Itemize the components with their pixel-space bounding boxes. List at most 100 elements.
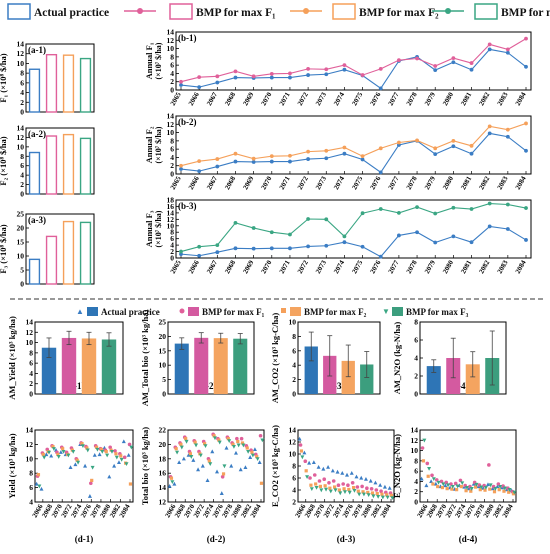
scatter-point-d-2-0-18 <box>252 447 257 452</box>
scatter-point-d-3-0-10 <box>345 472 350 477</box>
bar-c-2-2 <box>213 338 228 394</box>
y-tick-label: 10 <box>159 361 167 370</box>
y-tick-label: 6 <box>170 61 174 70</box>
scatter-point-d-4-1-1 <box>425 461 430 466</box>
panel-label: (b-2) <box>178 117 197 127</box>
scatter-point-d-2-3-11 <box>222 464 227 469</box>
series-point-b-2-0-0 <box>179 167 183 171</box>
x-tick-label: 2076 <box>369 91 383 108</box>
scatter-point-d-2-3-9 <box>212 436 217 441</box>
plot-frame <box>175 31 532 91</box>
scatter-point-d-4-3-13 <box>483 486 488 490</box>
scatter-point-d-3-3-1 <box>305 475 310 479</box>
series-point-b-3-0-9 <box>342 240 347 245</box>
y-tick-label: 2 <box>170 77 174 86</box>
scatter-point-d-3-1-17 <box>379 489 383 494</box>
series-point-b-1-1-7 <box>306 66 311 71</box>
bar-c-4-2 <box>465 364 480 394</box>
y-tick-label: 6 <box>414 336 418 345</box>
scatter-point-d-2-0-16 <box>243 465 248 470</box>
y-tick-label: 10 <box>289 318 297 327</box>
y-tick-label: 14 <box>167 208 175 217</box>
plot-frame <box>25 213 95 285</box>
series-point-b-2-0-11 <box>378 170 383 175</box>
scatter-point-d-1-0-7 <box>68 465 73 470</box>
scatter-point-d-4-3-12 <box>479 485 484 490</box>
plot-frame <box>25 43 95 113</box>
scatter-point-d-3-1-2 <box>308 476 312 480</box>
y-tick-label: 2 <box>414 372 418 381</box>
series-point-b-2-1-6 <box>288 153 292 158</box>
series-point-b-2-1-9 <box>342 145 347 150</box>
scatter-point-d-1-3-11 <box>90 465 95 470</box>
x-tick-label: 2067 <box>205 175 219 192</box>
scatter-point-d-3-2-9 <box>342 487 346 491</box>
scatter-point-d-3-1-1 <box>303 459 308 464</box>
mid-legend-swatch-actual <box>87 307 98 316</box>
scatter-point-d-4-3-3 <box>436 480 441 485</box>
x-tick-label: 2075 <box>350 175 364 192</box>
scatter-point-d-4-0-15 <box>490 486 495 491</box>
x-tick-label: 2081 <box>459 175 473 192</box>
scatter-point-d-4-2-6 <box>450 487 454 491</box>
y-axis-label-units: (×10⁷ $/ha) <box>154 126 163 163</box>
bar-c-1-1 <box>61 337 77 394</box>
scatter-point-d-4-1-16 <box>496 482 501 486</box>
y-axis-label: Annual F₂ <box>144 126 154 163</box>
scatter-point-d-3-0-6 <box>326 465 331 469</box>
y-tick-label: 8 <box>170 228 174 237</box>
y-tick-label: 15 <box>17 238 25 247</box>
series-point-b-1-0-16 <box>469 67 474 72</box>
y-axis-label: F₂ (×10⁸ $/ha) <box>0 136 8 185</box>
scatter-point-d-1-3-6 <box>66 453 71 458</box>
scatter-point-d-1-2-0 <box>36 473 41 477</box>
scatter-point-d-4-3-6 <box>450 484 455 489</box>
scatter-point-d-3-2-8 <box>337 488 341 492</box>
y-tick-label: 20 <box>17 224 25 233</box>
scatter-point-d-3-1-8 <box>336 483 341 488</box>
scatter-point-d-3-1-11 <box>350 481 355 485</box>
scatter-point-d-2-2-10 <box>217 438 221 442</box>
scatter-point-d-2-2-7 <box>203 442 207 446</box>
x-tick-label: 2070 <box>260 259 274 276</box>
y-tick-label: 5 <box>162 375 166 384</box>
scatter-point-d-2-3-17 <box>250 453 255 458</box>
scatter-point-d-3-3-13 <box>361 492 366 497</box>
scatter-point-d-3-1-10 <box>346 483 350 488</box>
series-point-b-2-0-18 <box>505 134 510 139</box>
y-tick-label: 14 <box>289 426 297 435</box>
scatter-point-d-4-1-7 <box>453 481 458 486</box>
x-tick-label: 2079 <box>423 259 437 276</box>
series-point-b-3-1-17 <box>487 201 492 206</box>
scatter-point-d-2-1-11 <box>220 475 225 479</box>
scatter-point-d-3-0-13 <box>359 475 364 480</box>
x-tick-label: 2078 <box>405 91 419 108</box>
scatter-point-d-4-0-14 <box>485 482 490 487</box>
legend-marker-f2 <box>303 8 309 14</box>
scatter-point-d-3-0-11 <box>349 471 354 475</box>
scatter-point-d-3-1-6 <box>327 481 331 485</box>
y-tick-label: 8 <box>414 318 418 327</box>
x-tick-label: 2084 <box>379 503 393 520</box>
y-tick-label: 12 <box>167 215 175 224</box>
x-tick-label: 2080 <box>441 175 455 192</box>
mid-legend-swatch-f3 <box>392 307 403 316</box>
x-tick-label: 2070 <box>260 91 274 108</box>
series-point-b-1-0-11 <box>378 86 383 91</box>
series-point-b-1-0-18 <box>505 50 510 55</box>
x-tick-label: 2072 <box>296 175 310 192</box>
scatter-point-d-3-1-12 <box>355 485 360 489</box>
bar-a-3-1 <box>45 235 58 285</box>
scatter-point-d-4-2-5 <box>445 487 449 491</box>
x-tick-label: 2070 <box>260 175 274 192</box>
plot-frame <box>167 429 265 503</box>
scatter-point-d-3-2-4 <box>318 484 322 488</box>
legend-label-f2: BMP for max F₂ <box>359 7 439 19</box>
y-tick-label: 10 <box>411 446 419 455</box>
scatter-point-d-4-3-14 <box>488 483 493 488</box>
series-point-b-3-1-11 <box>378 207 383 211</box>
scatter-point-d-1-3-17 <box>119 457 124 462</box>
series-point-b-1-1-15 <box>451 56 456 60</box>
series-point-b-1-0-6 <box>288 75 292 80</box>
